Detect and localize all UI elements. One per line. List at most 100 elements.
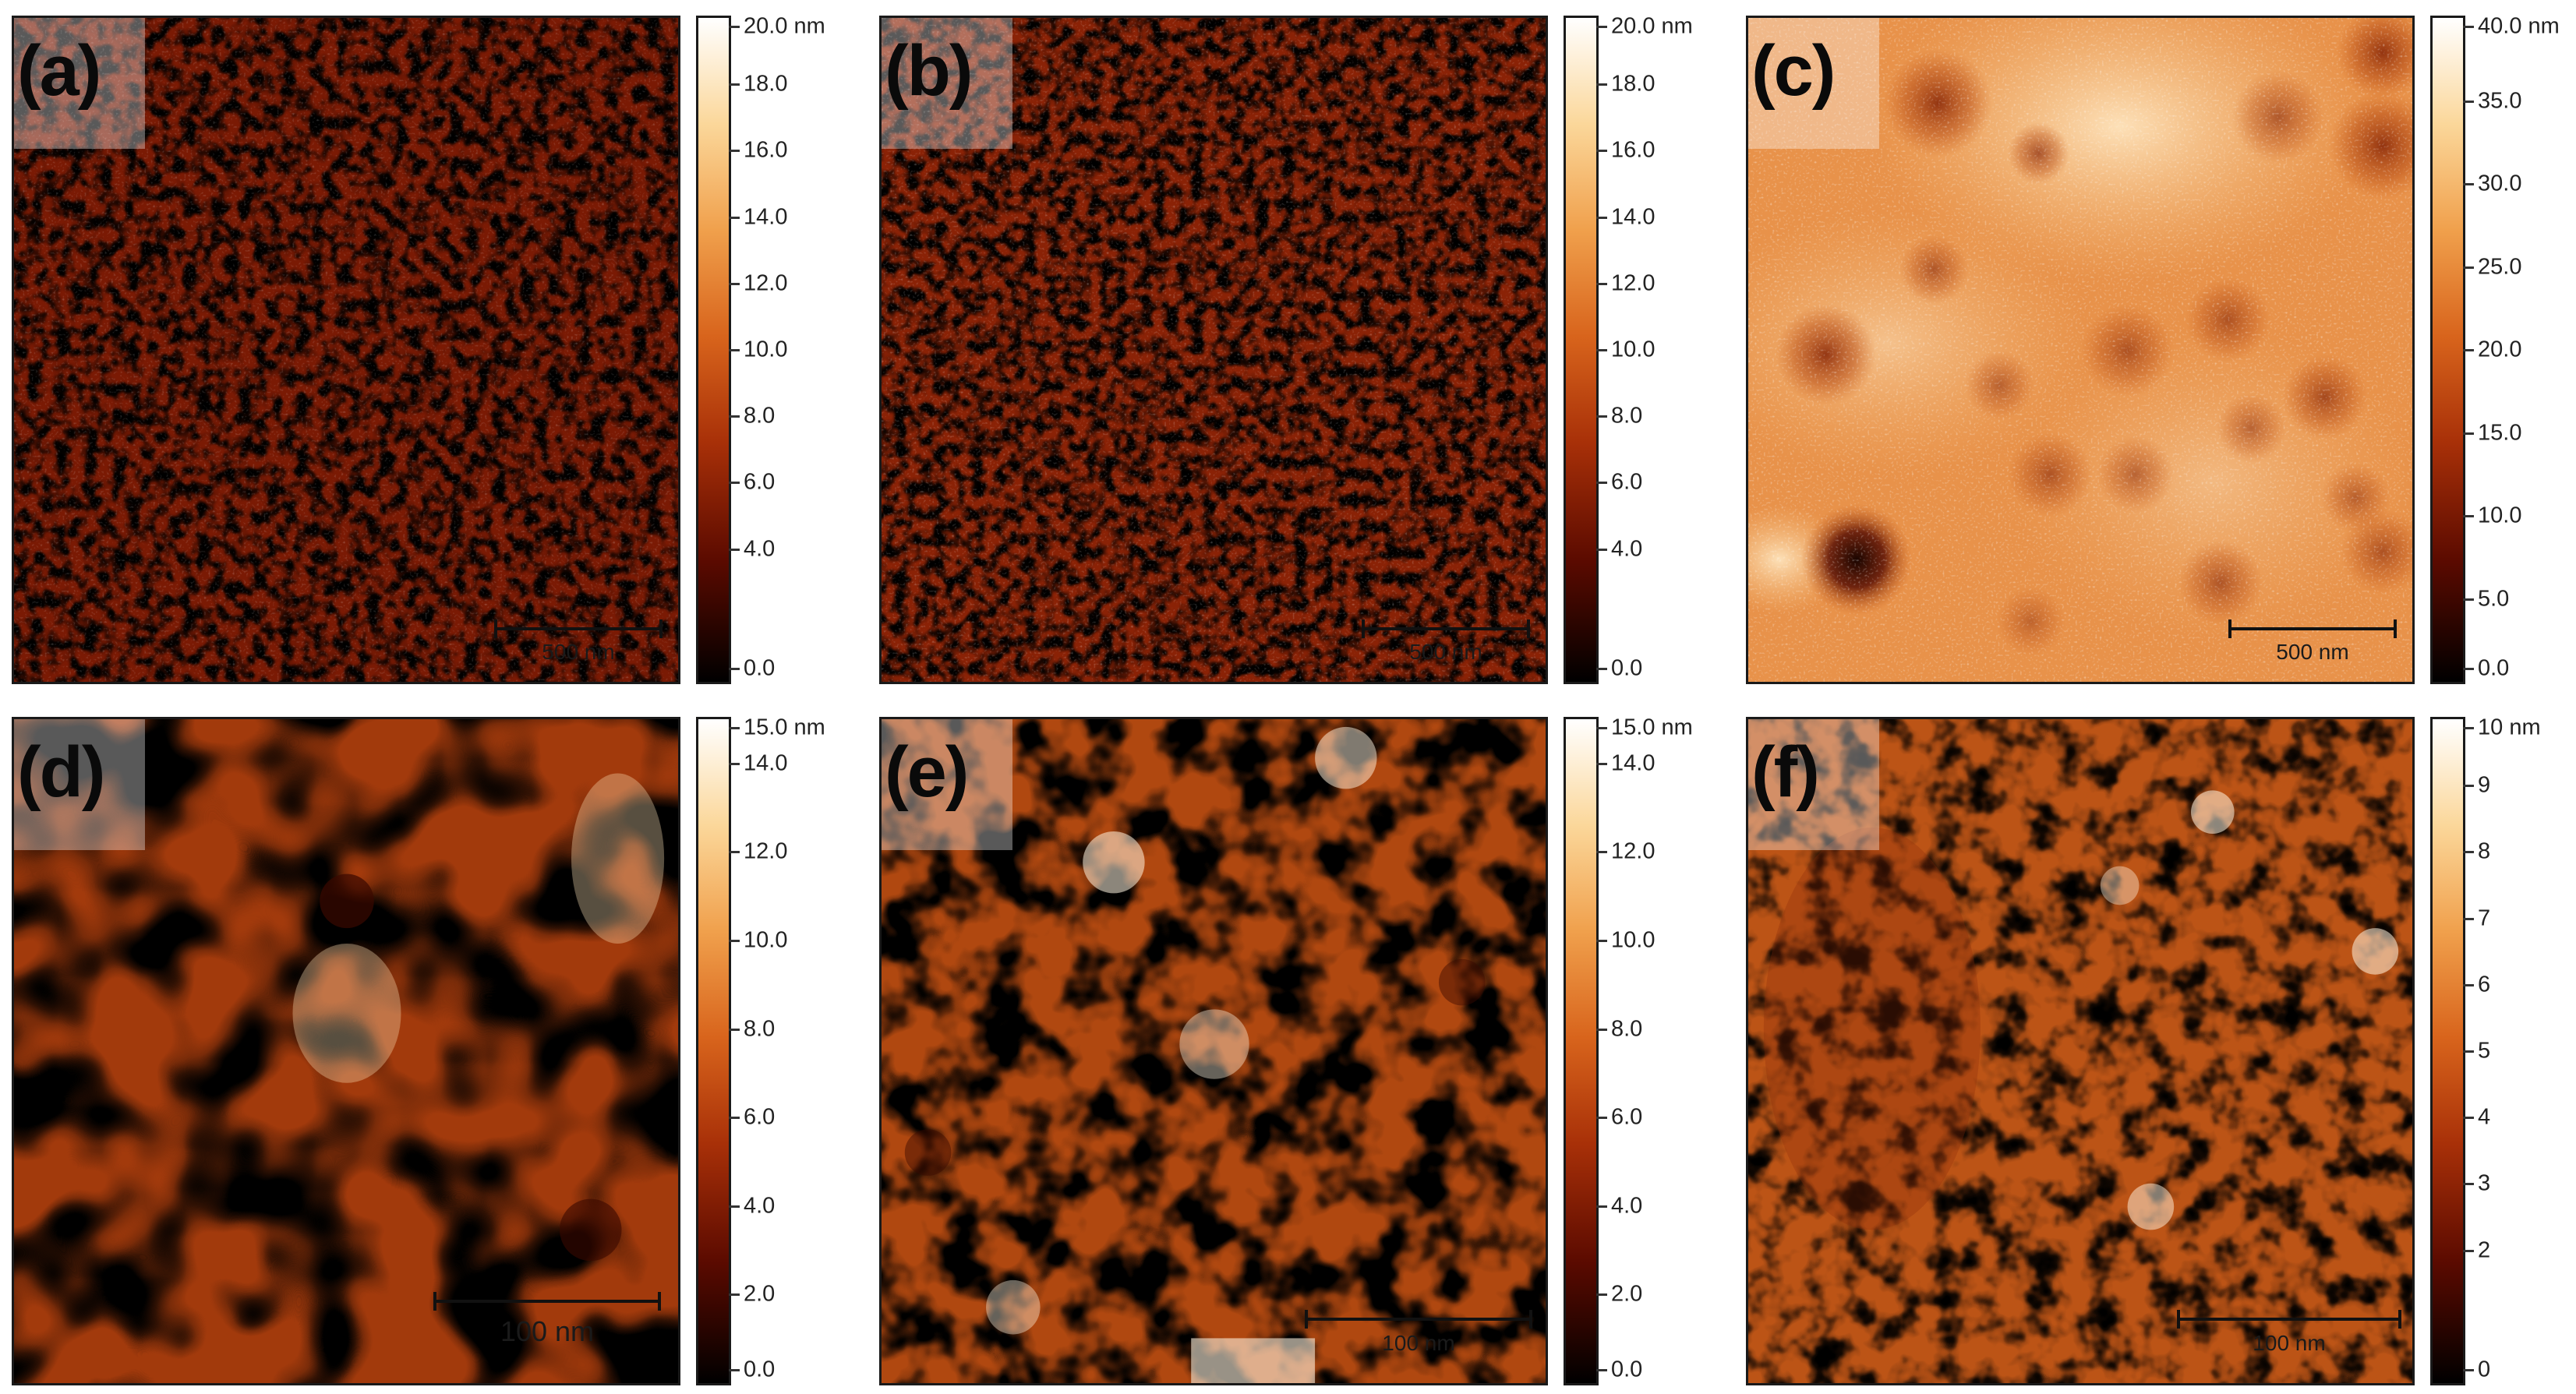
colorbar-tick <box>729 150 740 153</box>
colorbar-tick <box>2463 598 2474 601</box>
scale-bar <box>2228 619 2397 638</box>
afm-topography-d <box>14 719 678 1383</box>
scale-bar-label: 500 nm <box>542 640 615 664</box>
colorbar-tick <box>1596 940 1607 942</box>
colorbar-tick-label: 20.0 nm <box>1611 13 1693 39</box>
colorbar-tick-label: 12.0 <box>744 838 788 864</box>
scale-bar <box>1305 1310 1532 1329</box>
colorbar-tick-label: 10.0 <box>2478 503 2522 528</box>
colorbar-tick-label: 0.0 <box>2478 655 2510 681</box>
label-box <box>14 719 145 850</box>
colorbar-c <box>2430 16 2465 684</box>
colorbar-tick <box>729 1028 740 1031</box>
panel-label: (f) <box>1751 732 1820 812</box>
afm-image-e: (e) 100 nm <box>879 717 1548 1385</box>
colorbar-tick <box>729 548 740 551</box>
colorbar-tick <box>729 415 740 418</box>
colorbar-tick <box>729 83 740 86</box>
label-box <box>1748 719 1879 850</box>
colorbar-tick-label: 15.0 nm <box>744 715 825 740</box>
colorbar-tick <box>729 26 740 28</box>
colorbar-tick <box>2463 349 2474 351</box>
colorbar-tick-label: 12.0 <box>1611 270 1655 296</box>
colorbar-tick <box>1596 1369 1607 1371</box>
colorbar-tick-label: 14.0 <box>1611 204 1655 230</box>
scale-bar <box>433 1292 661 1311</box>
afm-topography-a <box>14 18 678 682</box>
colorbar-tick <box>1596 150 1607 153</box>
colorbar-tick <box>1596 349 1607 351</box>
colorbar-tick-label: 10.0 <box>744 927 788 953</box>
colorbar-tick-label: 4.0 <box>1611 1193 1643 1219</box>
colorbar-tick <box>1596 851 1607 854</box>
colorbar-tick <box>2463 266 2474 269</box>
colorbar-tick-label: 15.0 nm <box>1611 715 1693 740</box>
colorbar-tick <box>729 482 740 485</box>
colorbar-tick-label: 16.0 <box>744 137 788 163</box>
colorbar-tick-label: 12.0 <box>1611 838 1655 864</box>
colorbar-tick-label: 18.0 <box>744 71 788 97</box>
colorbar-tick-label: 12.0 <box>744 270 788 296</box>
colorbar-tick <box>2463 917 2474 920</box>
colorbar-tick-label: 15.0 <box>2478 420 2522 445</box>
colorbar-tick-label: 10.0 <box>744 337 788 362</box>
colorbar-tick <box>2463 1117 2474 1120</box>
colorbar-tick <box>1596 83 1607 86</box>
colorbar-tick-label: 6.0 <box>744 469 776 495</box>
colorbar-tick-label: 2.0 <box>1611 1281 1643 1307</box>
colorbar-tick <box>1596 668 1607 670</box>
colorbar-tick-label: 9 <box>2478 772 2491 798</box>
colorbar-tick <box>1596 415 1607 418</box>
colorbar-tick-label: 8 <box>2478 838 2491 864</box>
colorbar-tick-label: 20.0 nm <box>744 13 825 39</box>
scale-bar-label: 100 nm <box>1382 1331 1455 1355</box>
panel-label: (c) <box>1751 31 1836 111</box>
colorbar-tick <box>2463 851 2474 854</box>
colorbar-tick <box>729 727 740 729</box>
colorbar-tick-label: 0.0 <box>744 1357 776 1382</box>
colorbar-tick-label: 2 <box>2478 1237 2491 1263</box>
panel-label: (d) <box>17 732 105 812</box>
colorbar-tick <box>2463 1369 2474 1371</box>
colorbar-tick <box>2463 1050 2474 1053</box>
colorbar-a <box>696 16 731 684</box>
colorbar-tick <box>2463 26 2474 28</box>
scale-bar <box>494 619 663 638</box>
colorbar-tick-label: 6.0 <box>1611 1104 1643 1130</box>
colorbar-tick <box>2463 727 2474 729</box>
colorbar-tick-label: 5 <box>2478 1038 2491 1064</box>
afm-image-c: (c) 500 nm <box>1746 16 2415 684</box>
afm-topography-e <box>882 719 1546 1383</box>
colorbar-b <box>1564 16 1599 684</box>
label-box <box>882 719 1012 850</box>
colorbar-tick <box>729 1117 740 1120</box>
colorbar-tick <box>1596 26 1607 28</box>
colorbar-tick-label: 5.0 <box>2478 586 2510 611</box>
colorbar-tick <box>1596 762 1607 765</box>
colorbar-tick <box>1596 1293 1607 1297</box>
label-box <box>882 18 1012 149</box>
scale-bar-label: 500 nm <box>2276 640 2349 664</box>
colorbar-tick-label: 25.0 <box>2478 254 2522 279</box>
colorbar-tick <box>1596 1028 1607 1031</box>
colorbar-tick-label: 18.0 <box>1611 71 1655 97</box>
colorbar-tick <box>2463 515 2474 517</box>
afm-topography-f <box>1748 719 2412 1383</box>
panel-label: (b) <box>885 31 973 111</box>
colorbar-tick <box>729 1205 740 1208</box>
colorbar-tick-label: 8.0 <box>744 403 776 429</box>
colorbar-tick-label: 14.0 <box>744 750 788 776</box>
colorbar-tick <box>2463 1183 2474 1186</box>
colorbar-tick <box>729 282 740 285</box>
afm-image-a: (a) 500 nm <box>12 16 680 684</box>
colorbar-tick <box>2463 668 2474 670</box>
afm-image-b: (b) 500 nm <box>879 16 1548 684</box>
colorbar-tick-label: 6.0 <box>1611 469 1643 495</box>
afm-topography-b <box>882 18 1546 682</box>
colorbar-tick <box>729 349 740 351</box>
afm-image-d: (d) 100 nm <box>12 717 680 1385</box>
colorbar-tick-label: 14.0 <box>744 204 788 230</box>
colorbar-tick <box>2463 432 2474 435</box>
colorbar-tick <box>1596 548 1607 551</box>
colorbar-tick <box>2463 100 2474 103</box>
